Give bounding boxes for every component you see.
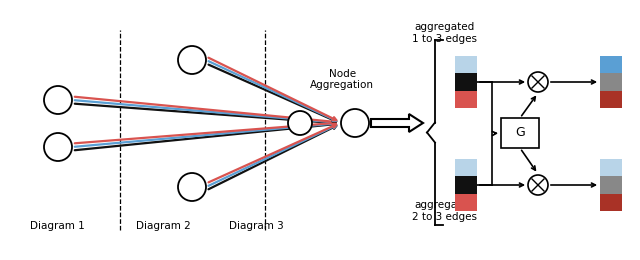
- Text: aggregated
2 to 3 edges: aggregated 2 to 3 edges: [412, 200, 477, 222]
- Bar: [600, 194, 622, 211]
- Bar: [600, 159, 622, 176]
- Bar: [501, 118, 539, 148]
- Text: G: G: [515, 127, 525, 140]
- Circle shape: [288, 111, 312, 135]
- Text: Node
Aggregation: Node Aggregation: [310, 69, 374, 90]
- Circle shape: [178, 46, 206, 74]
- Bar: [600, 91, 622, 108]
- FancyArrow shape: [371, 114, 423, 132]
- Text: Diagram 3: Diagram 3: [228, 221, 284, 231]
- Text: aggregated
1 to 3 edges: aggregated 1 to 3 edges: [412, 22, 477, 43]
- Text: Diagram 2: Diagram 2: [136, 221, 191, 231]
- Circle shape: [178, 173, 206, 201]
- Circle shape: [528, 175, 548, 195]
- Bar: [455, 176, 477, 194]
- Bar: [455, 56, 477, 73]
- Circle shape: [341, 109, 369, 137]
- Circle shape: [44, 86, 72, 114]
- Bar: [600, 176, 622, 194]
- Bar: [455, 73, 477, 91]
- Bar: [455, 159, 477, 176]
- Circle shape: [528, 72, 548, 92]
- Bar: [455, 194, 477, 211]
- Circle shape: [44, 133, 72, 161]
- Text: Diagram 1: Diagram 1: [30, 221, 85, 231]
- Bar: [455, 91, 477, 108]
- Bar: [600, 73, 622, 91]
- Bar: [600, 56, 622, 73]
